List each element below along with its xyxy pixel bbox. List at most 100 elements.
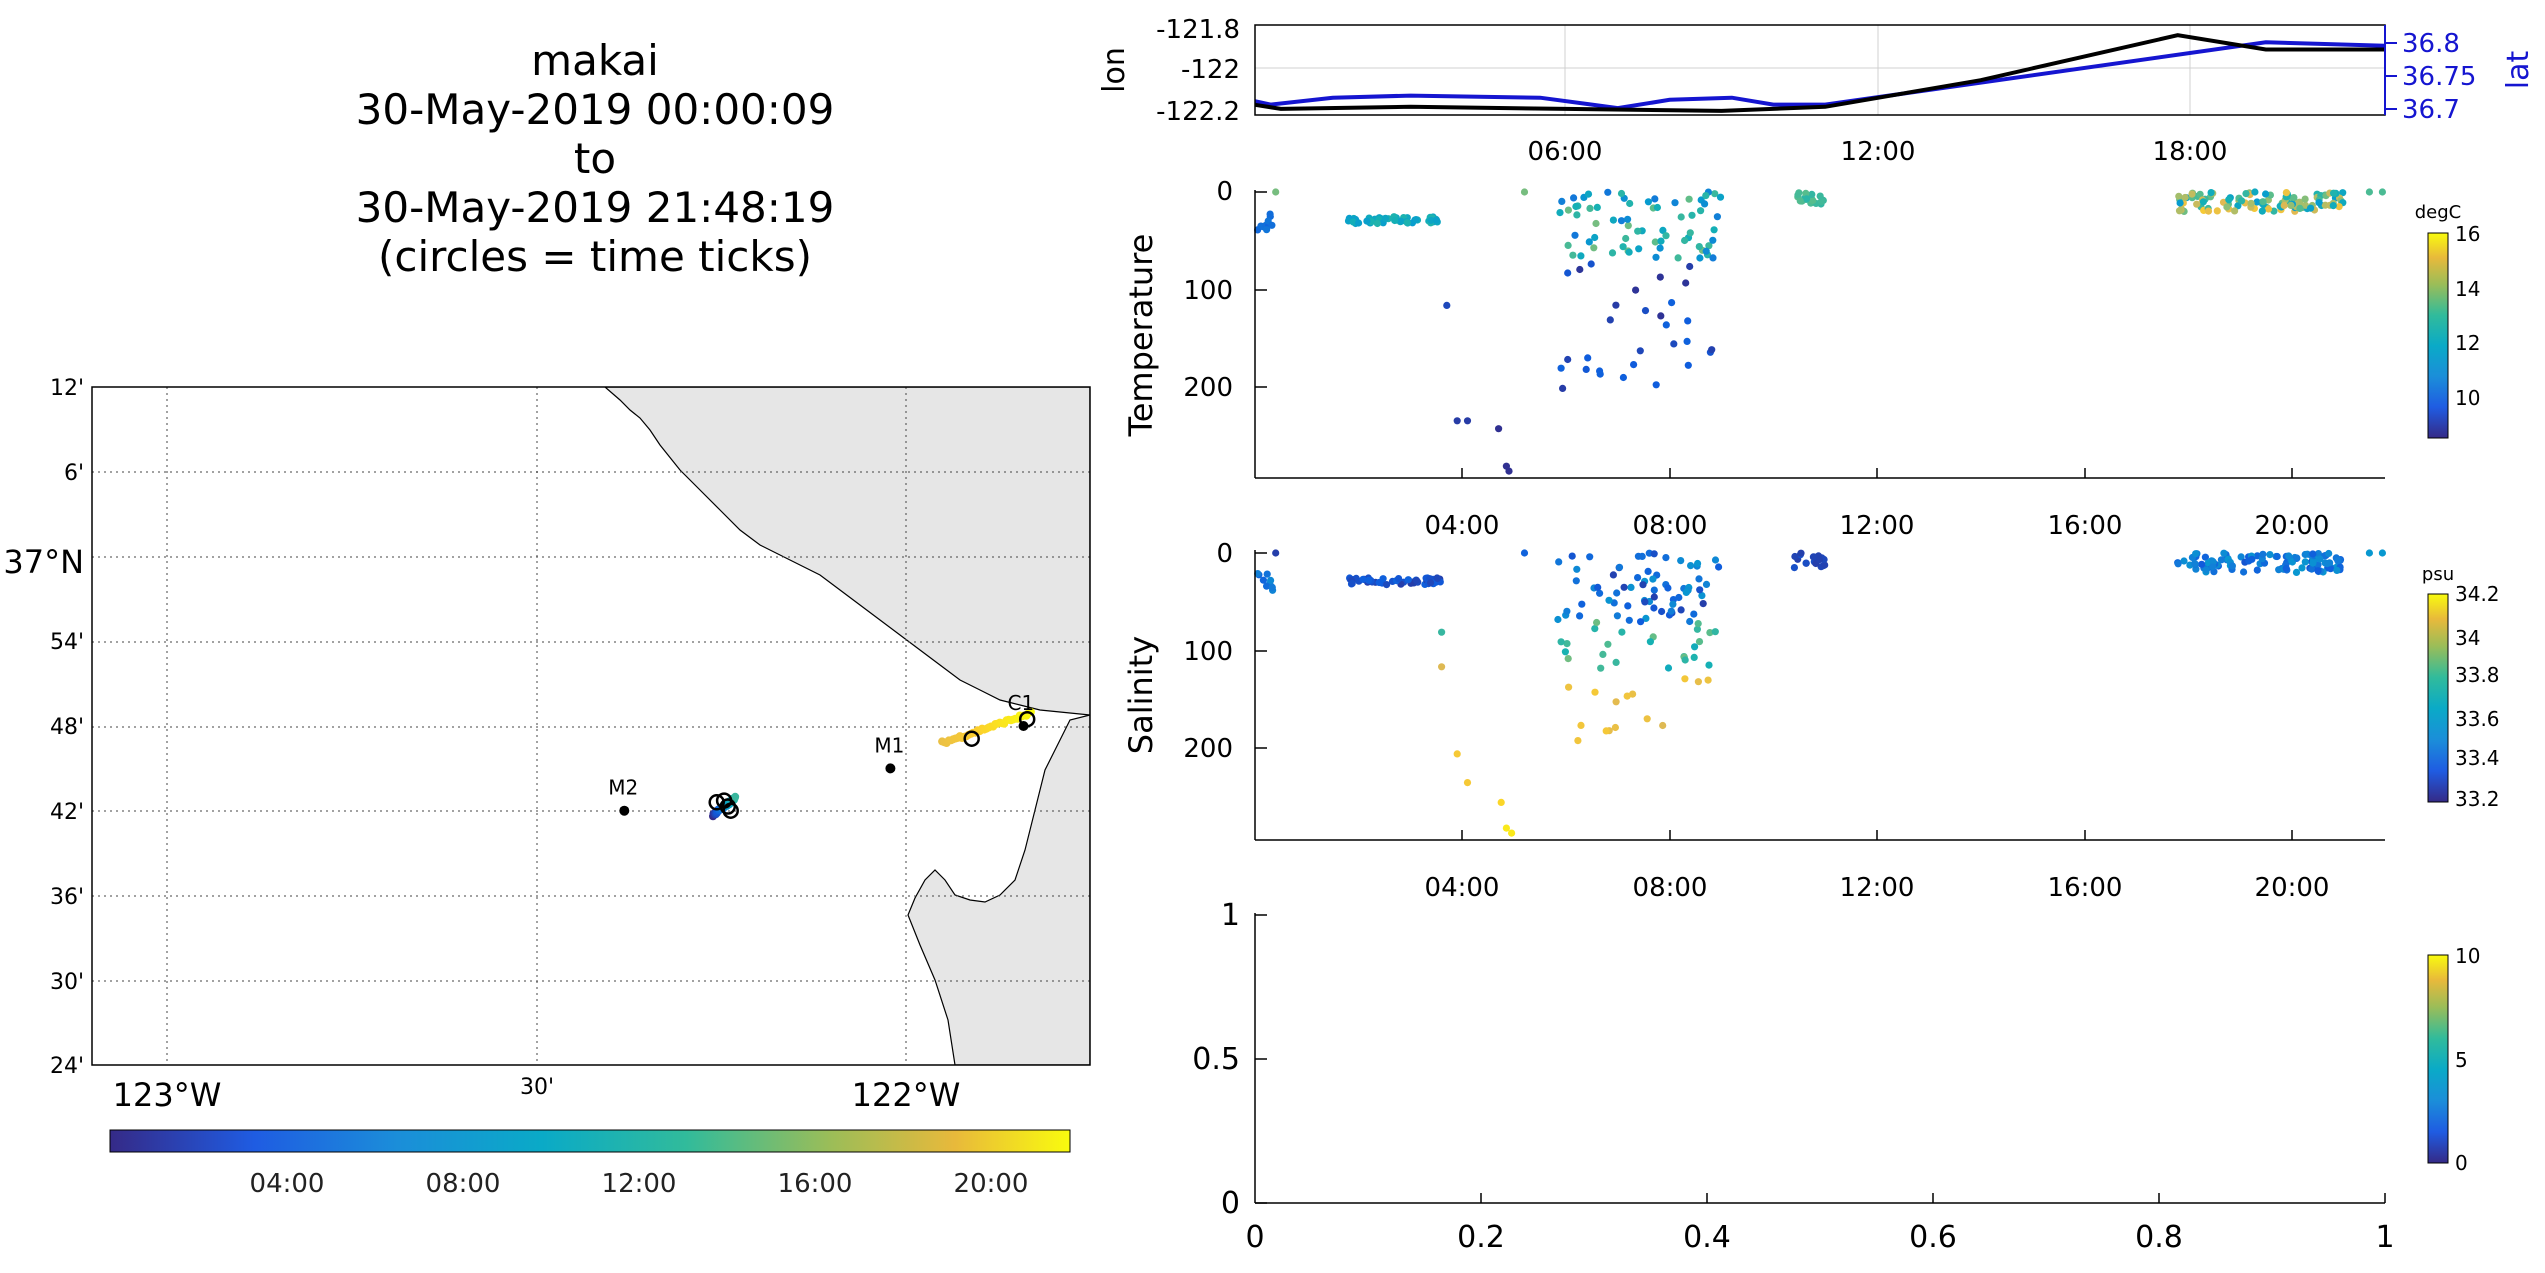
data-point [1463,779,1472,787]
data-point [1502,824,1510,832]
data-point [1586,204,1594,212]
data-point [1611,723,1619,732]
data-point [2323,560,2331,568]
time-colorbar-tick: 08:00 [426,1169,501,1199]
data-point [1557,364,1565,372]
lat-tick-label: 12' [50,376,84,401]
data-point [1669,600,1677,608]
data-point [2301,195,2309,203]
data-point [1263,226,1271,234]
data-point [1391,216,1399,225]
data-point [1668,299,1676,307]
figure-title-line-5: (circles = time ticks) [378,232,812,281]
map-grid [92,387,1090,1065]
lonlat-panel: -121.8 -122 -122.2 lon 36.8 36.75 36.7 l… [1097,15,2536,167]
data-point [1816,192,1824,200]
data-point [2316,555,2324,563]
data-point [1576,265,1584,274]
data-point [1625,616,1633,624]
data-point [2309,559,2317,567]
data-point [1652,381,1660,389]
data-point [1634,552,1642,560]
data-point [1559,384,1567,392]
data-point [1573,211,1581,219]
temperature-x-tick: 12:00 [1840,511,1915,541]
data-point [1644,198,1652,206]
lat-axis-tick: 36.7 [2402,95,2460,125]
data-point [1681,675,1689,683]
data-point [2188,190,2196,198]
data-point [1651,195,1659,203]
data-point [1557,638,1565,646]
data-point [1272,188,1280,196]
data-point [1699,600,1707,608]
data-point [1554,615,1562,624]
data-point [1620,583,1628,591]
data-point [1438,628,1446,636]
data-point [1520,549,1529,557]
data-point [1520,188,1529,196]
lonlat-x-tick: 06:00 [1528,137,1603,167]
data-point [2174,560,2182,568]
data-point [1664,664,1673,672]
data-point [1693,625,1701,633]
data-point [1675,593,1683,602]
station-marker [619,805,630,816]
lon-tick-label: 30' [520,1075,554,1100]
data-point [1564,355,1572,364]
data-point [1612,658,1620,667]
data-point [1263,582,1271,590]
data-point [1263,570,1271,578]
empty-panel: 1 0.5 0 0 0.2 0.4 0.6 0.8 1 10 5 0 [1192,898,2480,1255]
data-point [2207,189,2215,197]
data-point [1821,561,1829,569]
lat-tick-label: 37°N [3,543,84,581]
salinity-colorbar-tick: 34.2 [2455,582,2500,606]
temperature-colorbar-tick: 14 [2455,277,2480,301]
data-point [1802,559,1810,567]
temperature-axes [1254,190,2385,479]
figure-title-line-1: makai [531,36,659,85]
data-point [1796,197,1804,205]
data-point [2253,566,2261,574]
data-point [1612,698,1620,706]
data-point [1641,598,1649,606]
data-point [1254,570,1262,578]
lon-tick-label: 122°W [852,1076,961,1114]
data-point [1634,227,1642,235]
data-point [2228,562,2236,570]
data-point [1585,238,1593,246]
data-point [1593,618,1601,627]
data-point [1641,307,1650,315]
data-point [2259,550,2267,558]
data-point [1696,586,1704,594]
time-tick-circle [963,730,980,747]
map-station-layer: M2 M1 C1 [608,691,1034,816]
salinity-y-tick: 100 [1183,637,1233,667]
data-point [1268,221,1276,229]
data-point [1696,254,1704,262]
data-point [1656,244,1664,252]
lon-tick-label: -122 [1181,55,1240,85]
station-label: M1 [874,733,904,757]
data-point [1584,354,1592,362]
data-point [1596,370,1604,378]
data-point [2199,198,2207,206]
data-point [1690,653,1698,662]
data-point [1576,612,1584,620]
data-point [1662,554,1670,562]
lat-axis-tick: 36.75 [2402,62,2476,92]
data-point [1617,217,1626,225]
temperature-x-tick: 20:00 [2255,511,2330,541]
data-point [1683,337,1691,345]
data-point [1404,576,1412,584]
data-point [2290,194,2298,202]
lon-axis-label: lon [1097,47,1132,93]
data-point [1642,614,1650,623]
data-point [1632,286,1640,294]
data-point [1403,219,1411,227]
data-point [2315,199,2323,207]
temperature-points [1254,188,2386,475]
data-point [1637,618,1645,626]
